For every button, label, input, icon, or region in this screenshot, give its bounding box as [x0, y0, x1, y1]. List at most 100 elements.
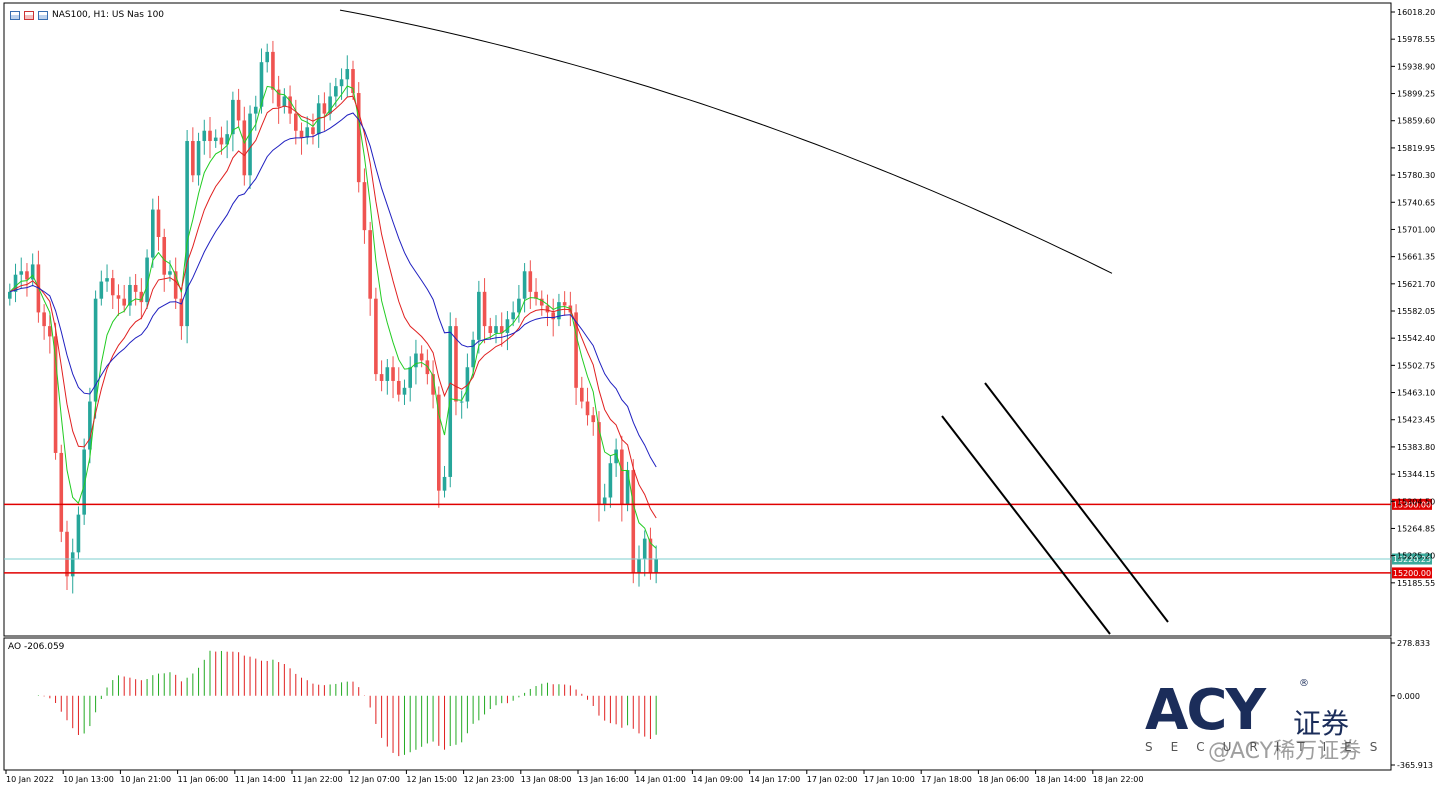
candle-body — [288, 96, 292, 114]
price-axis-label: 15383.80 — [1397, 443, 1435, 452]
candle-body — [425, 360, 430, 375]
candle-body — [580, 387, 584, 402]
candle-body — [13, 274, 18, 292]
price-axis-label: 15423.45 — [1397, 416, 1435, 425]
candle-body — [522, 271, 527, 299]
ao-panel-border — [3, 637, 1392, 771]
candle-body — [494, 326, 498, 333]
candle-body — [65, 531, 69, 577]
candle-body — [562, 302, 567, 306]
candle-body — [236, 99, 241, 121]
candle-body — [511, 312, 515, 320]
candle-body — [471, 339, 475, 368]
candle-body — [99, 281, 104, 299]
time-axis: 10 Jan 2022 10 Jan 13:00 10 Jan 21:00 11 Ja… — [5, 770, 1143, 784]
candle-body — [48, 326, 52, 337]
time-axis-label: 13 Jan 08:00 — [521, 775, 572, 784]
price-level-tag — [1392, 553, 1432, 565]
candle-body — [551, 312, 555, 320]
candle-body — [517, 298, 521, 313]
candle-body — [259, 62, 264, 107]
candle-body — [242, 120, 247, 176]
candle-body — [196, 141, 201, 176]
candle-body — [637, 559, 641, 573]
ao-histogram — [37, 650, 657, 757]
price-axis: 15300.00 15220.25 15200.00 16018.20 15978.55… — [1391, 8, 1435, 770]
candle-body — [265, 51, 269, 63]
price-level-tag — [1392, 567, 1432, 579]
time-axis-label: 11 Jan 06:00 — [178, 775, 229, 784]
candle-body — [305, 127, 310, 138]
candle-body — [557, 302, 561, 320]
candle-body — [248, 113, 252, 176]
candle-body — [208, 130, 212, 142]
candle-body — [477, 291, 481, 340]
chart-symbol-title: NAS100, H1: US Nas 100 — [52, 10, 165, 20]
time-axis-label: 11 Jan 14:00 — [235, 775, 286, 784]
price-axis-label: 15344.15 — [1397, 470, 1435, 479]
candle-body — [173, 271, 178, 299]
candle-body — [625, 470, 630, 505]
candle-body — [191, 141, 195, 176]
price-level-tag-text: 15300.00 — [1393, 500, 1431, 509]
candle-body — [391, 367, 395, 381]
candle-body — [219, 137, 224, 145]
candle-body — [179, 298, 184, 327]
price-axis-label: 15621.70 — [1397, 280, 1435, 289]
price-axis-label: 15701.00 — [1397, 225, 1435, 234]
candle-body — [42, 312, 46, 327]
time-axis-label: 12 Jan 07:00 — [349, 775, 400, 784]
price-axis-label: 15185.55 — [1397, 579, 1435, 588]
acy-logo: ACY ® 证券 SECURITIES — [1145, 678, 1435, 778]
candle-body — [328, 96, 332, 114]
candle-body — [53, 336, 58, 453]
candle-body — [368, 230, 372, 299]
price-axis-label: 15304.50 — [1397, 497, 1435, 506]
candle-body — [133, 284, 138, 292]
price-axis-label: 15542.40 — [1397, 334, 1435, 343]
price-level-tag-text: 15200.00 — [1393, 569, 1431, 578]
ao-indicator-label: AO -206.059 — [8, 642, 65, 652]
ao-axis-label: -365.913 — [1397, 761, 1433, 770]
time-axis-label: 14 Jan 17:00 — [750, 775, 801, 784]
candle-body — [591, 415, 596, 423]
candle-body — [602, 497, 607, 505]
logo-chinese: 证券 — [1293, 707, 1350, 740]
candle-body — [30, 264, 35, 280]
candle-body — [396, 380, 401, 395]
candle-body — [116, 295, 121, 299]
candle-body — [345, 69, 350, 80]
candle-body — [145, 257, 149, 303]
time-axis-label: 13 Jan 16:00 — [578, 775, 629, 784]
candle-body — [294, 113, 298, 131]
candle-body — [334, 86, 338, 97]
candle-body — [545, 305, 550, 313]
price-level-tag-text: 15220.25 — [1393, 555, 1431, 564]
candle-body — [253, 106, 258, 114]
time-axis-label: 17 Jan 18:00 — [921, 775, 972, 784]
candle-body — [139, 291, 144, 303]
candle-body — [276, 89, 281, 107]
candle-body — [419, 353, 424, 361]
candle-body — [311, 127, 315, 135]
price-chart — [4, 9, 1391, 635]
candle-body — [356, 93, 361, 183]
candle-body — [631, 470, 636, 573]
candle-body — [608, 463, 613, 498]
candle-body — [402, 387, 407, 395]
candle-body — [59, 452, 64, 532]
candle-body — [271, 51, 275, 90]
candle-body — [385, 367, 390, 381]
ma-line-blue — [9, 112, 657, 468]
candle-body — [499, 326, 504, 333]
candle-body — [459, 401, 464, 403]
ma-line-red — [9, 95, 657, 519]
candle-body — [322, 103, 327, 114]
time-axis-label: 12 Jan 15:00 — [406, 775, 457, 784]
trend-channel-upper — [984, 382, 1169, 623]
price-axis-label: 16018.20 — [1397, 8, 1435, 17]
price-axis-label: 15938.90 — [1397, 62, 1435, 71]
time-axis-label: 14 Jan 01:00 — [635, 775, 686, 784]
candle-body — [25, 271, 29, 280]
